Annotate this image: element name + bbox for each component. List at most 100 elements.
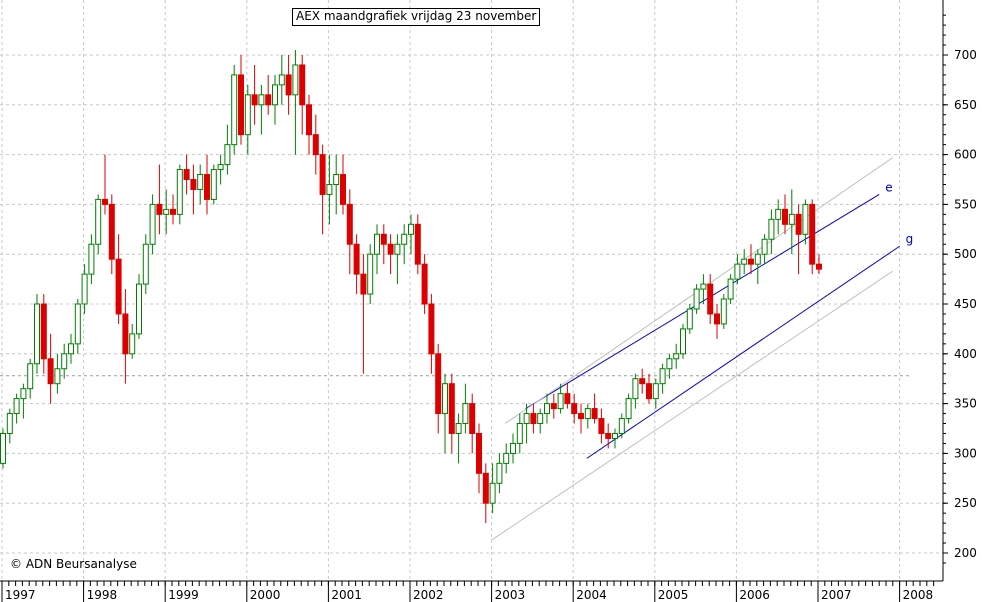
candle xyxy=(0,428,6,469)
candle-body xyxy=(571,403,578,415)
candle-body xyxy=(537,413,544,425)
candle-body xyxy=(618,418,625,434)
channel-lines: eg xyxy=(491,157,913,541)
candle-body xyxy=(768,218,775,240)
candle-body xyxy=(142,243,149,285)
y-axis: 200 250 300 350 400 450 500 550 600 650 700 xyxy=(943,14,977,564)
candle-body xyxy=(482,472,489,504)
candle xyxy=(183,154,190,195)
candle xyxy=(448,373,455,454)
candle-body xyxy=(775,208,782,220)
candle xyxy=(224,124,231,175)
candle xyxy=(564,383,571,409)
candle-body xyxy=(88,243,95,275)
candle xyxy=(503,443,510,474)
candle xyxy=(367,244,374,304)
candle xyxy=(401,224,408,265)
candle xyxy=(88,234,95,285)
candle xyxy=(482,463,489,524)
candle xyxy=(795,204,802,275)
candle-body xyxy=(455,423,462,434)
candle-body xyxy=(401,233,408,245)
candle xyxy=(530,403,537,434)
candle-body xyxy=(523,413,530,425)
candle-body xyxy=(795,213,802,235)
candle xyxy=(6,408,13,444)
candle xyxy=(632,373,639,409)
candle-body xyxy=(265,94,272,106)
candle xyxy=(537,408,544,434)
candle-body xyxy=(714,313,720,325)
candle xyxy=(115,234,122,324)
candle xyxy=(550,393,557,419)
candle-body xyxy=(578,413,584,420)
candle xyxy=(217,154,224,185)
candle-body xyxy=(353,243,360,275)
candle-body xyxy=(394,243,401,255)
candle-body xyxy=(816,263,822,270)
y-tick-label: 450 xyxy=(954,297,977,311)
candle xyxy=(414,214,421,275)
candle-body xyxy=(102,198,108,205)
candle xyxy=(571,393,578,424)
plot-area xyxy=(0,0,943,581)
candle-body xyxy=(108,203,115,260)
candle-body xyxy=(346,203,353,245)
candle-body xyxy=(612,432,618,439)
candle xyxy=(360,254,367,374)
candle xyxy=(265,74,272,115)
candle-body xyxy=(462,403,469,425)
candle-body xyxy=(149,203,156,245)
candle-body xyxy=(476,432,482,474)
candle xyxy=(578,403,584,434)
candle-body xyxy=(788,213,795,225)
candle xyxy=(204,154,210,215)
candle xyxy=(374,224,380,275)
candle xyxy=(346,189,353,275)
channel-line-e xyxy=(525,194,880,410)
candle xyxy=(591,393,598,424)
candle-body xyxy=(272,84,278,106)
candle xyxy=(469,393,476,454)
candle xyxy=(816,254,822,275)
candle xyxy=(299,55,306,135)
candle xyxy=(741,249,748,275)
candle-body xyxy=(367,253,374,295)
candle xyxy=(775,199,782,235)
candle xyxy=(285,55,292,115)
candle xyxy=(489,463,496,514)
candle-body xyxy=(197,174,204,190)
candle-body xyxy=(122,313,129,355)
candle xyxy=(326,154,333,225)
candle-body xyxy=(210,169,217,200)
channel-label-e: e xyxy=(885,180,892,194)
candle xyxy=(510,433,516,464)
candle-body xyxy=(748,258,754,265)
candle-body xyxy=(421,263,428,305)
candle xyxy=(272,74,278,125)
candle-body xyxy=(61,353,68,370)
year-label: 2001 xyxy=(331,588,362,602)
candle xyxy=(496,453,503,494)
candle xyxy=(686,304,693,334)
candle xyxy=(523,403,530,444)
candle-body xyxy=(442,383,448,415)
candle-body xyxy=(652,383,659,400)
candle-body xyxy=(312,134,319,156)
candle xyxy=(748,244,754,275)
y-tick-label: 600 xyxy=(954,148,977,162)
candle xyxy=(462,383,469,434)
chart-title: AEX maandgrafiek vrijdag 23 november xyxy=(292,8,541,26)
y-tick-label: 350 xyxy=(954,397,977,411)
candle-body xyxy=(217,164,224,171)
candle-body xyxy=(707,283,714,315)
candle xyxy=(387,234,394,275)
candle-body xyxy=(666,358,673,370)
candle-body xyxy=(414,223,421,265)
candle-body xyxy=(659,368,666,385)
candle xyxy=(598,408,605,444)
candle xyxy=(176,164,183,225)
candle-body xyxy=(319,154,326,195)
candle-body xyxy=(448,383,455,434)
candle xyxy=(333,154,340,215)
